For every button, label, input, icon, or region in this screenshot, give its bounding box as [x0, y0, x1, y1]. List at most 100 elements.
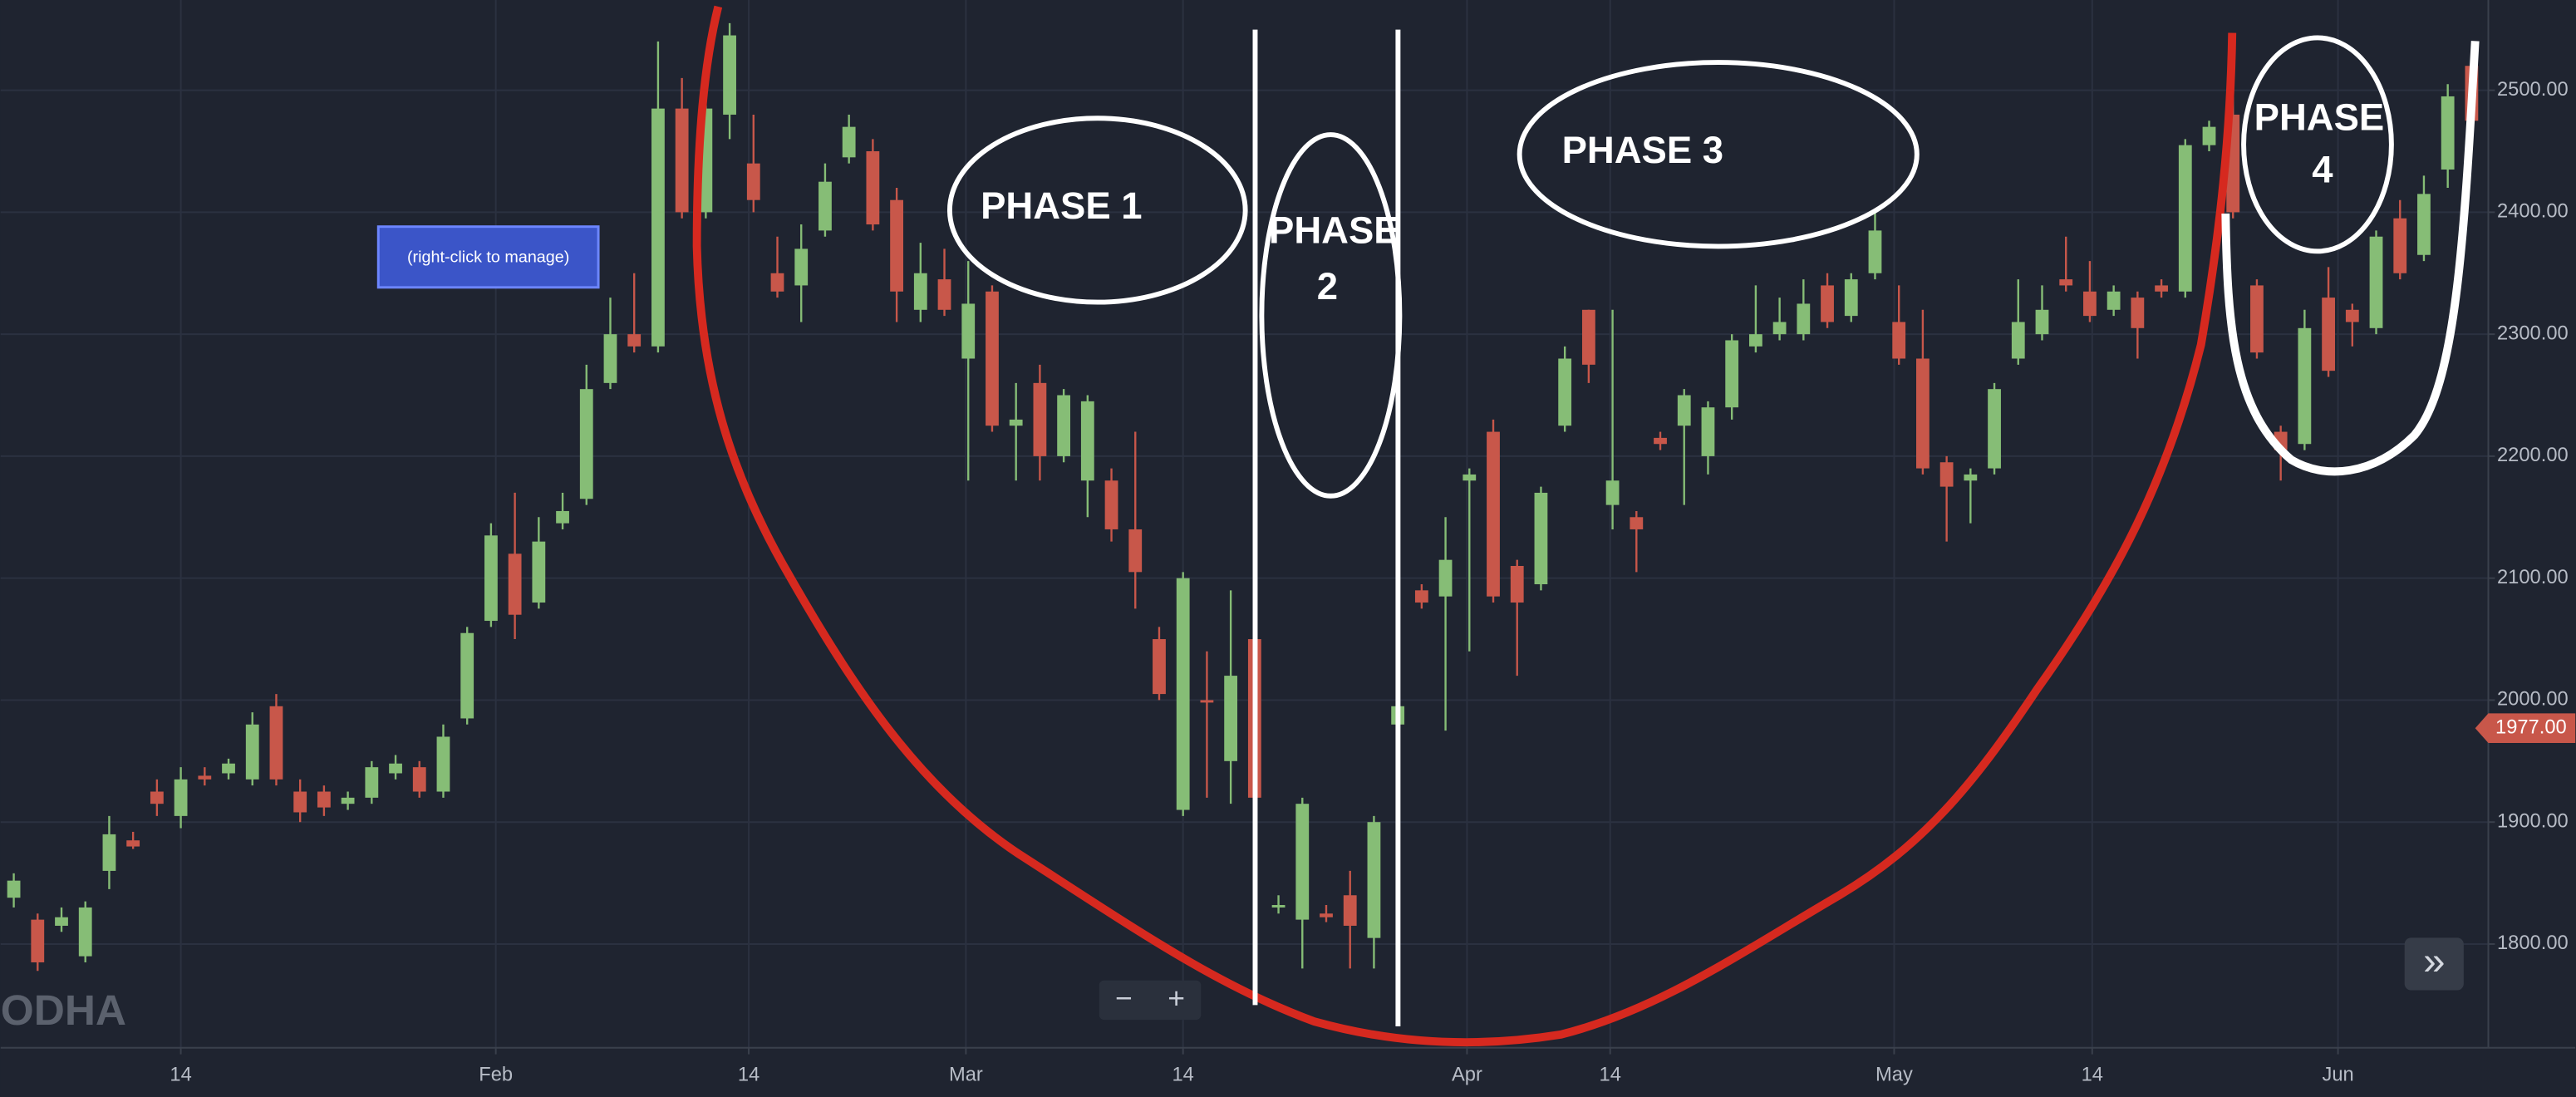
candle-body	[890, 199, 903, 292]
candle-body	[746, 163, 760, 200]
candle-body	[341, 797, 355, 804]
x-tick-label: 14	[2082, 1065, 2103, 1086]
candle-body	[1844, 279, 1858, 317]
candle-body	[1748, 334, 1762, 347]
candle-body	[269, 706, 283, 780]
candle-body	[1487, 431, 1500, 597]
phase-label: PHASE	[2254, 96, 2385, 138]
candle-body	[78, 907, 92, 957]
candle-body	[1797, 303, 1811, 335]
scroll-button-box[interactable]	[2404, 937, 2464, 991]
candle-body	[174, 779, 188, 816]
candle-body	[770, 273, 784, 292]
manage-hint[interactable]: (right-click to manage)	[407, 248, 569, 266]
candle-body	[31, 919, 45, 962]
phase-label: PHASE 1	[981, 184, 1142, 227]
x-tick-label: 14	[738, 1065, 760, 1086]
handle-curve	[2221, 41, 2480, 476]
candle-body	[1128, 529, 1143, 573]
candle-body	[389, 763, 402, 774]
candle-body	[986, 291, 999, 426]
candle-body	[7, 880, 21, 898]
x-tick-label: Jun	[2322, 1065, 2353, 1086]
phase-label: 2	[1317, 265, 1338, 307]
y-tick-label: 2500.00	[2497, 79, 2569, 101]
candle-body	[2417, 194, 2431, 255]
manage-hint-box[interactable]	[376, 225, 600, 289]
candle-body	[1916, 358, 1930, 469]
candle-body	[126, 840, 140, 847]
candle-body	[365, 767, 379, 798]
candle-body	[55, 917, 68, 926]
candle-body	[1343, 895, 1357, 926]
candle-body	[1153, 639, 1166, 695]
candle-body	[317, 791, 331, 808]
y-tick-label: 2200.00	[2497, 445, 2569, 466]
candle-body	[1463, 474, 1477, 481]
y-tick-label: 2100.00	[2497, 567, 2569, 588]
candle-body	[1892, 322, 1906, 359]
candle-body	[2298, 327, 2312, 445]
candle-body	[819, 181, 832, 231]
candle-body	[412, 767, 426, 792]
zoom-in[interactable]: +	[1168, 981, 1185, 1015]
x-tick-label: 14	[170, 1065, 191, 1086]
candle-body	[1988, 389, 2001, 469]
candle-body	[961, 303, 976, 359]
candle-body	[1176, 578, 1190, 810]
candle-body	[1295, 804, 1310, 920]
candle-body	[460, 632, 474, 719]
phase-label: PHASE 3	[1562, 129, 1723, 171]
candle-body	[1701, 407, 1715, 456]
x-tick-label: 14	[1172, 1065, 1194, 1086]
candle-body	[245, 724, 259, 780]
candle-body	[1438, 559, 1453, 597]
candle-body	[2011, 322, 2025, 359]
candle-body	[436, 736, 450, 792]
candle-body	[2178, 145, 2192, 292]
candle-body	[2059, 279, 2073, 286]
candles	[7, 22, 2479, 972]
candle-body	[2441, 96, 2455, 170]
candle-body	[1964, 474, 1978, 481]
candle-body	[675, 108, 689, 213]
candle-body	[937, 279, 951, 310]
candle-body	[293, 791, 307, 813]
candle-body	[508, 553, 522, 615]
candle-body	[2202, 126, 2216, 145]
zoom-out[interactable]: −	[1115, 981, 1133, 1015]
candle-body	[1654, 437, 1667, 445]
candle-body	[2322, 298, 2335, 371]
candle-body	[222, 763, 235, 774]
candle-body	[150, 791, 164, 804]
watermark: ODHA	[1, 986, 126, 1034]
candle-body	[627, 334, 642, 347]
candle-body	[1725, 340, 1739, 408]
candle-body	[2083, 291, 2097, 317]
candle-body	[2131, 298, 2145, 328]
candle-body	[556, 510, 569, 524]
scroll-button[interactable]: »	[2423, 939, 2445, 983]
candle-body	[1033, 382, 1047, 456]
candle-body	[913, 273, 927, 310]
candle-body	[1868, 230, 1882, 273]
candle-body	[1581, 309, 1595, 365]
x-tick-label: Mar	[949, 1065, 983, 1086]
candle-body	[1630, 517, 1644, 529]
last-price-label: 1977.00	[2495, 716, 2567, 738]
candle-body	[2369, 236, 2383, 328]
candle-body	[102, 834, 116, 871]
candle-body	[1104, 480, 1118, 529]
axes: 1800.00 1900.00 2000.00 2100.00 2200.00 2300.…	[170, 79, 2576, 1086]
candle-body	[1009, 419, 1023, 426]
last-price-tag	[2475, 713, 2576, 743]
y-tick-label: 2000.00	[2497, 689, 2569, 711]
candle-body	[1320, 913, 1333, 917]
x-tick-label: Apr	[1452, 1065, 1482, 1086]
x-tick-label: Feb	[479, 1065, 513, 1086]
candle-body	[723, 35, 736, 115]
grid	[0, 0, 2489, 1048]
zoom-controls	[1099, 980, 1202, 1021]
